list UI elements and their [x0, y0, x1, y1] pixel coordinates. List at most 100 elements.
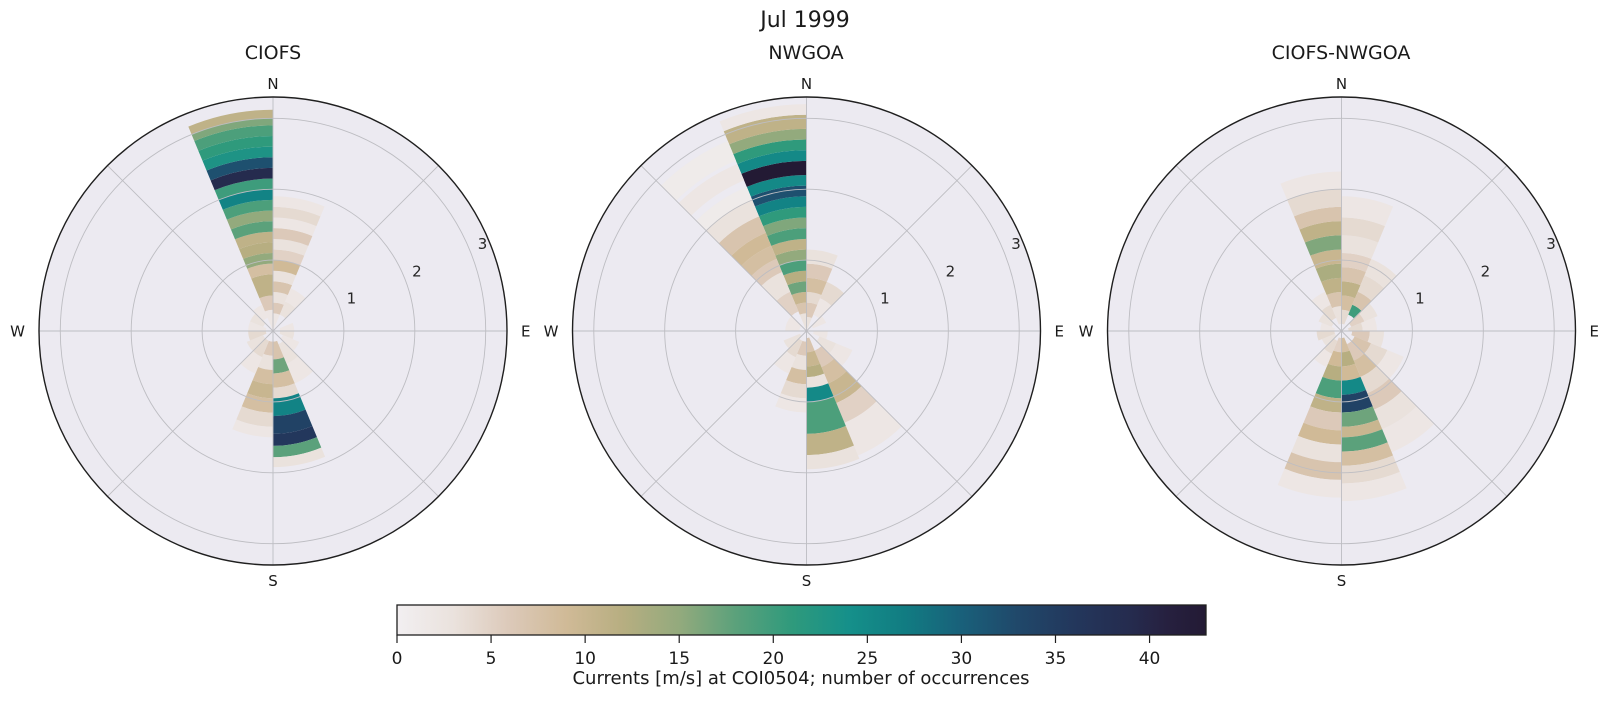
rose-cell	[1318, 313, 1334, 327]
rose-cell	[236, 406, 273, 427]
rose-cell	[1382, 406, 1435, 453]
rose-cell	[279, 301, 296, 319]
cardinal-label-n: N	[267, 75, 278, 93]
rose-cell	[783, 270, 807, 286]
rose-cell	[775, 249, 807, 266]
rose-cell	[250, 313, 266, 327]
rose-cell	[787, 281, 807, 295]
rose-cell	[821, 358, 847, 384]
rose-cell	[273, 313, 280, 331]
rose-cell	[273, 270, 297, 286]
rose-cell	[1360, 366, 1390, 394]
colorbar-tick-label: 20	[762, 649, 784, 669]
radial-tick-label: 3	[1546, 235, 1556, 253]
cardinal-label-s: S	[1337, 572, 1347, 590]
rose-cell	[806, 373, 829, 388]
angular-gridline	[640, 330, 807, 497]
rose-cell	[1352, 291, 1372, 311]
rose-cell	[806, 277, 827, 295]
rose-cell	[780, 380, 807, 399]
rose-cell	[1374, 391, 1417, 430]
angular-gridline	[1175, 330, 1342, 497]
rose-cell	[1291, 435, 1342, 463]
rose-cell	[1341, 295, 1356, 312]
rose-cell	[741, 160, 807, 187]
rose-cell	[251, 274, 273, 299]
rose-cell	[806, 396, 846, 434]
rose-cell	[746, 175, 807, 197]
angular-gridline	[806, 330, 973, 497]
rose-cell	[811, 315, 827, 329]
angular-gridline	[272, 165, 439, 332]
rose-cell	[786, 315, 802, 329]
rose-cell	[252, 304, 268, 321]
rose-cell	[1351, 331, 1370, 342]
colorbar-label: Currents [m/s] at COI0504; number of occ…	[572, 668, 1030, 689]
rose-cell	[836, 386, 877, 423]
rose-cell	[1341, 406, 1379, 427]
rose-cell	[273, 206, 321, 227]
rose-cell	[1304, 235, 1342, 256]
cardinal-label-w: W	[544, 323, 559, 341]
cardinal-label-e: E	[1055, 323, 1064, 341]
rose-cell	[806, 337, 815, 353]
rose-cell	[1341, 309, 1350, 325]
rose-cell	[263, 340, 273, 356]
rose-cell	[844, 401, 902, 456]
rose-cell	[286, 356, 314, 384]
rose-cell	[806, 363, 825, 378]
rose-cell	[799, 313, 807, 331]
rose-cell	[1367, 378, 1402, 410]
rose-cell	[1341, 363, 1361, 381]
rose-cell	[1277, 468, 1342, 498]
rose-cell	[273, 217, 317, 237]
rose-cell	[273, 409, 313, 434]
angular-gridline	[107, 165, 274, 332]
cardinal-label-w: W	[1079, 323, 1094, 341]
rose-cell	[1351, 336, 1371, 354]
rose-cell	[806, 445, 860, 470]
rose-cell	[218, 189, 273, 210]
rose-cell	[806, 292, 822, 305]
radial-tick-label: 2	[412, 262, 422, 280]
cardinal-label-n: N	[1336, 75, 1347, 93]
rose-cell	[279, 322, 295, 331]
rose-cell	[678, 163, 745, 216]
rose-cell	[222, 199, 273, 220]
rose-cell	[1349, 313, 1365, 327]
rose-cell	[1298, 422, 1342, 445]
rose-cell	[273, 302, 284, 315]
rose-cell	[795, 302, 807, 315]
radial-tick-label: 1	[347, 290, 357, 308]
rose-cell	[661, 141, 736, 201]
rose-cell	[273, 437, 322, 458]
rose-cell	[202, 146, 273, 171]
rose-cell	[243, 253, 273, 269]
rose-cell	[1341, 389, 1373, 413]
rose-cell	[1341, 337, 1350, 353]
rose-cell	[761, 272, 791, 301]
rose-cell	[718, 216, 766, 256]
rose-cell	[279, 331, 295, 340]
rose-cell	[806, 383, 834, 402]
polar-spine	[571, 96, 1042, 566]
colorbar-tick-label: 5	[486, 649, 497, 669]
rose-cell	[1364, 258, 1397, 289]
rose-cell	[1287, 189, 1342, 217]
rose-cell	[1341, 267, 1366, 286]
cardinal-label-n: N	[801, 75, 812, 93]
rose-cell	[1321, 277, 1342, 295]
rose-cell	[737, 150, 807, 174]
rose-cell	[773, 351, 796, 374]
rose-cell	[1341, 217, 1385, 243]
rose-cell	[1348, 304, 1362, 319]
angular-gridline	[1341, 165, 1508, 332]
rose-cell	[771, 238, 807, 256]
rose-cell	[1284, 452, 1342, 480]
rose-cell	[1348, 322, 1363, 331]
colorbar-tick-label: 35	[1045, 649, 1067, 669]
rose-cell	[214, 178, 273, 200]
rose-cell	[1313, 348, 1333, 368]
rose-cell	[791, 353, 807, 370]
